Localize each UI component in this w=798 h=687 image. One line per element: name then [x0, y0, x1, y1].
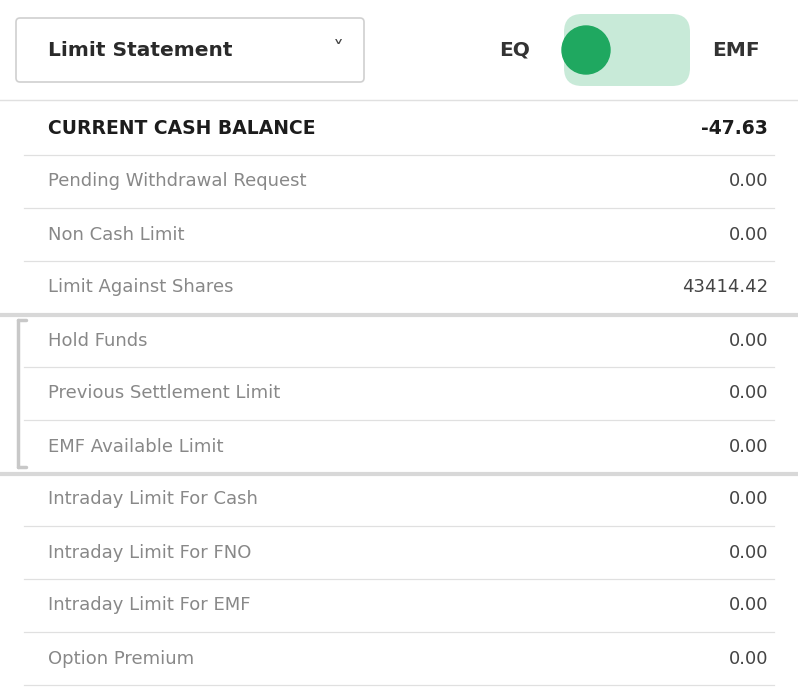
Text: 0.00: 0.00	[729, 649, 768, 668]
Text: Limit Statement: Limit Statement	[48, 41, 232, 60]
Text: Non Cash Limit: Non Cash Limit	[48, 225, 184, 243]
Text: EMF Available Limit: EMF Available Limit	[48, 438, 223, 455]
Text: 0.00: 0.00	[729, 491, 768, 508]
Text: Pending Withdrawal Request: Pending Withdrawal Request	[48, 172, 306, 190]
Text: 0.00: 0.00	[729, 596, 768, 614]
Text: Hold Funds: Hold Funds	[48, 332, 148, 350]
Text: Option Premium: Option Premium	[48, 649, 194, 668]
Text: -47.63: -47.63	[701, 119, 768, 138]
Text: Limit Against Shares: Limit Against Shares	[48, 278, 234, 297]
Text: Previous Settlement Limit: Previous Settlement Limit	[48, 385, 280, 403]
Text: EMF: EMF	[712, 41, 760, 60]
Text: ˅: ˅	[333, 40, 344, 60]
Text: EQ: EQ	[499, 41, 530, 60]
Text: 0.00: 0.00	[729, 332, 768, 350]
Text: 0.00: 0.00	[729, 172, 768, 190]
Text: 0.00: 0.00	[729, 225, 768, 243]
Text: 0.00: 0.00	[729, 385, 768, 403]
Circle shape	[562, 26, 610, 74]
Text: Intraday Limit For Cash: Intraday Limit For Cash	[48, 491, 258, 508]
FancyBboxPatch shape	[564, 14, 690, 86]
Text: 43414.42: 43414.42	[681, 278, 768, 297]
Text: 0.00: 0.00	[729, 438, 768, 455]
FancyBboxPatch shape	[16, 18, 364, 82]
Text: CURRENT CASH BALANCE: CURRENT CASH BALANCE	[48, 119, 315, 138]
Text: 0.00: 0.00	[729, 543, 768, 561]
Text: Intraday Limit For EMF: Intraday Limit For EMF	[48, 596, 251, 614]
Text: Intraday Limit For FNO: Intraday Limit For FNO	[48, 543, 251, 561]
